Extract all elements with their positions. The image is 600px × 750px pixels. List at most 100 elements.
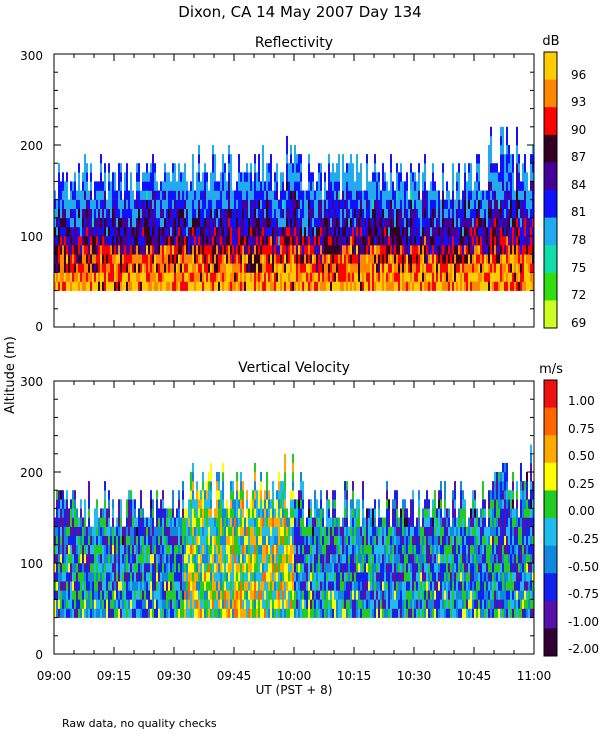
heatmap-cell [250,190,252,200]
heatmap-cell [480,199,482,209]
heatmap-cell [54,581,56,591]
heatmap-cell [364,208,366,219]
heatmap-cell [446,226,448,237]
heatmap-cell [248,263,250,273]
heatmap-cell [64,572,66,582]
heatmap-cell [498,208,500,219]
heatmap-cell [346,245,348,255]
heatmap-cell [198,154,200,164]
heatmap-cell [212,226,214,237]
heatmap-cell [260,199,262,209]
heatmap-cell [276,563,278,573]
heatmap-cell [276,599,278,609]
heatmap-cell [104,281,106,291]
heatmap-cell [396,236,398,246]
heatmap-cell [120,544,122,555]
heatmap-cell [172,281,174,291]
heatmap-cell [300,508,302,518]
heatmap-cell [194,217,196,228]
heatmap-cell [432,226,434,237]
heatmap-cell [238,508,240,518]
heatmap-cell [222,199,224,209]
heatmap-cell [306,272,308,282]
heatmap-cell [492,208,494,219]
heatmap-cell [284,517,286,527]
heatmap-cell [206,526,208,536]
heatmap-cell [194,236,196,246]
heatmap-cell [260,590,262,600]
heatmap-cell [524,172,526,182]
heatmap-cell [202,263,204,273]
heatmap-cell [434,190,436,200]
heatmap-cell [226,590,228,600]
heatmap-cell [154,535,156,546]
heatmap-cell [220,553,222,564]
heatmap-cell [436,263,438,273]
heatmap-cell [118,236,120,246]
heatmap-cell [328,199,330,209]
heatmap-cell [436,217,438,228]
heatmap-cell [98,272,100,282]
heatmap-cell [206,190,208,200]
heatmap-cell [118,572,120,582]
heatmap-cell [204,490,206,500]
heatmap-cell [236,481,238,491]
heatmap-cell [68,535,70,546]
heatmap-cell [280,236,282,246]
heatmap-cell [78,563,80,573]
heatmap-cell [304,572,306,582]
heatmap-cell [218,481,220,491]
heatmap-cell [130,535,132,546]
heatmap-cell [242,272,244,282]
heatmap-cell [100,181,102,191]
heatmap-cell [92,599,94,609]
heatmap-cell [126,245,128,255]
heatmap-cell [308,599,310,609]
heatmap-cell [198,208,200,219]
heatmap-cell [244,526,246,536]
heatmap-cell [58,490,60,500]
heatmap-cell [516,281,518,291]
heatmap-cell [220,181,222,191]
heatmap-cell [152,544,154,555]
heatmap-cell [266,190,268,200]
heatmap-cell [98,572,100,582]
heatmap-cell [468,245,470,255]
heatmap-cell [470,172,472,182]
heatmap-cell [216,508,218,518]
heatmap-cell [316,608,318,618]
heatmap-cell [478,190,480,200]
heatmap-cell [524,181,526,191]
heatmap-cell [106,254,108,264]
heatmap-cell [230,208,232,219]
heatmap-cell [394,272,396,282]
heatmap-cell [240,517,242,527]
heatmap-cell [208,499,210,509]
heatmap-cell [176,254,178,264]
heatmap-cell [194,553,196,564]
heatmap-cell [70,508,72,518]
heatmap-cell [96,236,98,246]
heatmap-cell [182,199,184,209]
heatmap-cell [222,490,224,500]
heatmap-cell [432,208,434,219]
heatmap-cell [166,172,168,182]
heatmap-cell [336,263,338,273]
heatmap-cell [170,581,172,591]
heatmap-cell [380,272,382,282]
heatmap-cell [416,208,418,219]
heatmap-cell [204,199,206,209]
heatmap-cell [344,254,346,264]
heatmap-cell [316,226,318,237]
heatmap-cell [112,181,114,191]
heatmap-cell [512,154,514,164]
heatmap-cell [64,563,66,573]
heatmap-cell [134,553,136,564]
heatmap-cell [156,535,158,546]
heatmap-cell [124,553,126,564]
heatmap-cell [68,553,70,564]
heatmap-cell [176,572,178,582]
heatmap-cell [224,217,226,228]
heatmap-cell [280,481,282,491]
heatmap-cell [508,226,510,237]
